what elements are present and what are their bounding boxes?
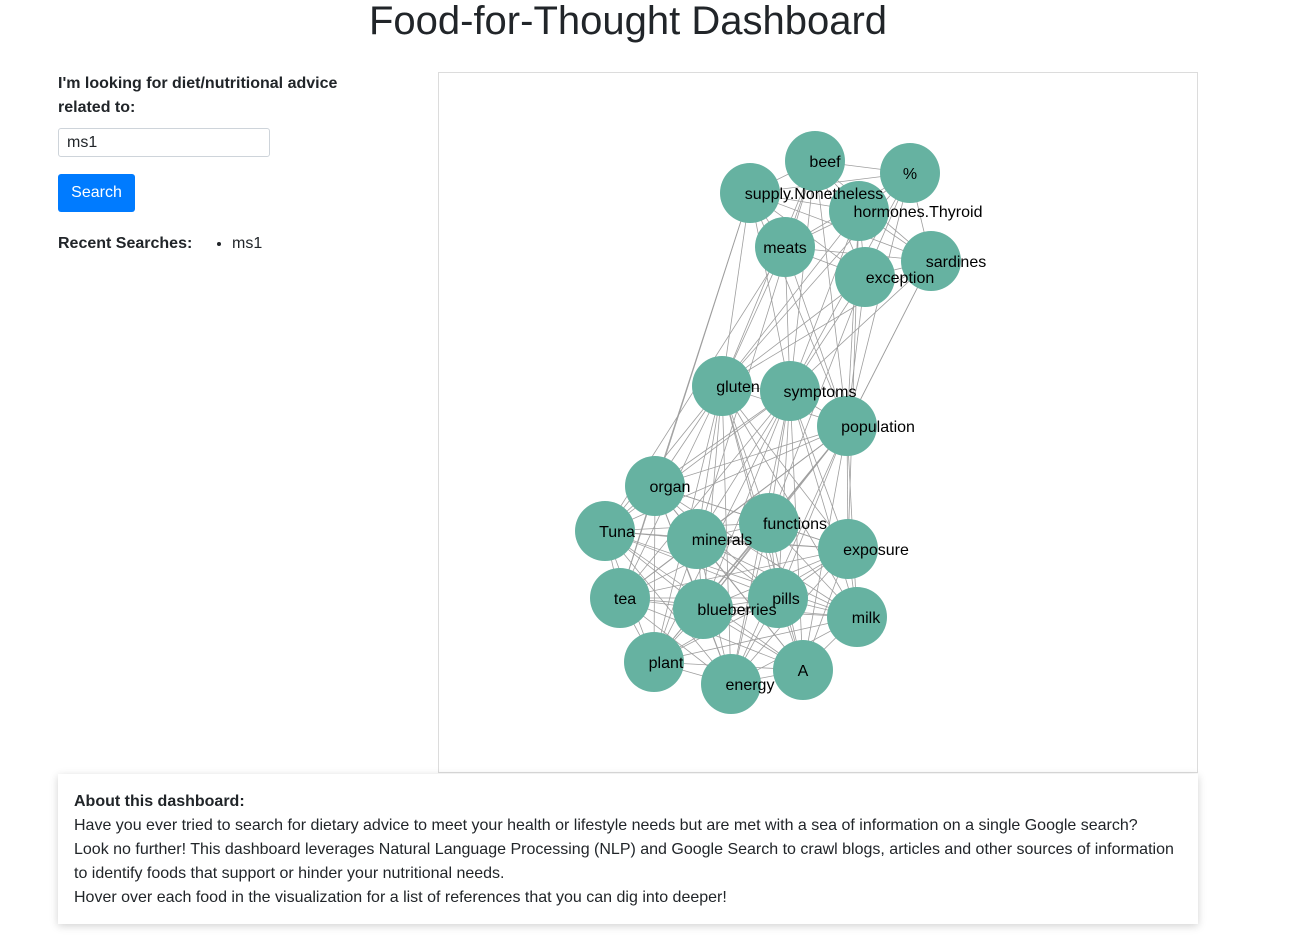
- about-line: Look no further! This dashboard leverage…: [74, 841, 1174, 882]
- graph-node-supply[interactable]: [720, 163, 780, 223]
- graph-node-blueberries[interactable]: [673, 579, 733, 639]
- graph-node-label-gluten: gluten: [716, 379, 760, 396]
- graph-node-label-pills: pills: [772, 591, 800, 608]
- graph-node-label-exposure: exposure: [843, 542, 909, 559]
- graph-edge: [789, 210, 860, 392]
- graph-edge: [654, 425, 848, 487]
- graph-node-label-percent: %: [903, 166, 917, 183]
- graph-node-label-plant: plant: [649, 655, 684, 672]
- graph-node-label-hormones: hormones.Thyroid: [854, 204, 983, 221]
- graph-node-label-tuna: Tuna: [599, 524, 635, 541]
- graph-node-tuna[interactable]: [575, 501, 635, 561]
- graph-node-milk[interactable]: [827, 587, 887, 647]
- graph-node-functions[interactable]: [739, 493, 799, 553]
- graph-node-plant[interactable]: [624, 632, 684, 692]
- graph-node-label-blueberries: blueberries: [697, 602, 776, 619]
- recent-searches: Recent Searches: ms1: [58, 232, 398, 256]
- graph-edge: [789, 160, 816, 392]
- graph-edge: [789, 390, 858, 618]
- graph-node-label-tea: tea: [614, 591, 636, 608]
- graph-edge: [721, 260, 932, 387]
- graph-edge: [777, 425, 848, 599]
- graph-node-population[interactable]: [817, 396, 877, 456]
- graph-edge: [784, 246, 848, 427]
- about-heading: About this dashboard:: [74, 793, 245, 810]
- about-line: Have you ever tried to search for dietar…: [74, 817, 1138, 834]
- graph-edge: [846, 210, 860, 427]
- graph-node-label-milk: milk: [852, 610, 881, 627]
- graph-node-label-symptoms: symptoms: [784, 384, 857, 401]
- graph-edge: [702, 390, 791, 610]
- graph-node-hormones[interactable]: [829, 181, 889, 241]
- graph-node-energy[interactable]: [701, 654, 761, 714]
- graph-node-organ[interactable]: [625, 456, 685, 516]
- search-prompt-label: I'm looking for diet/nutritional advice …: [58, 75, 338, 116]
- about-card: About this dashboard: Have you ever trie…: [58, 774, 1198, 924]
- graph-node-a[interactable]: [773, 640, 833, 700]
- graph-edge: [846, 260, 932, 427]
- graph-edge: [619, 390, 791, 599]
- graph-node-label-organ: organ: [650, 479, 691, 496]
- graph-node-label-a: A: [798, 663, 809, 680]
- graph-node-beef[interactable]: [785, 131, 845, 191]
- graph-edge: [730, 425, 848, 685]
- search-input[interactable]: [58, 128, 270, 157]
- graph-edge: [814, 160, 848, 427]
- graph-node-sardines[interactable]: [901, 231, 961, 291]
- graph-node-label-functions: functions: [763, 516, 827, 533]
- graph-node-exception[interactable]: [835, 247, 895, 307]
- graph-edge: [619, 192, 751, 599]
- about-line: Hover over each food in the visualizatio…: [74, 889, 727, 906]
- graph-edge: [721, 192, 751, 387]
- graph-edge: [721, 385, 849, 550]
- graph-node-minerals[interactable]: [667, 509, 727, 569]
- graph-edge: [604, 530, 732, 685]
- search-panel: I'm looking for diet/nutritional advice …: [58, 72, 398, 256]
- graph-node-symptoms[interactable]: [760, 361, 820, 421]
- page-title: Food-for-Thought Dashboard: [368, 0, 888, 43]
- graph-edge: [653, 616, 858, 663]
- graph-node-label-population: population: [841, 419, 915, 436]
- recent-search-item[interactable]: ms1: [232, 232, 262, 256]
- graph-node-label-supply: supply.Nonetheless: [745, 186, 883, 203]
- graph-node-label-exception: exception: [866, 270, 935, 287]
- graph-edge: [619, 548, 849, 599]
- network-graph-panel: beef% supply.Nonetheless hormones.Thyroid m…: [438, 72, 1198, 773]
- graph-edge: [619, 425, 848, 599]
- graph-edge: [654, 485, 858, 618]
- search-button[interactable]: Search: [58, 174, 135, 212]
- graph-node-label-energy: energy: [726, 677, 775, 694]
- graph-node-exposure[interactable]: [818, 519, 878, 579]
- graph-edge: [777, 390, 791, 599]
- recent-searches-label: Recent Searches:: [58, 235, 193, 252]
- graph-edge: [702, 385, 723, 610]
- graph-node-label-beef: beef: [809, 154, 841, 171]
- recent-searches-list: ms1: [218, 232, 262, 256]
- graph-node-label-minerals: minerals: [692, 532, 752, 549]
- graph-edge: [789, 260, 932, 392]
- graph-node-tea[interactable]: [590, 568, 650, 628]
- graph-edge: [619, 597, 858, 618]
- graph-edge: [749, 192, 791, 392]
- graph-node-meats[interactable]: [755, 217, 815, 277]
- graph-node-gluten[interactable]: [692, 356, 752, 416]
- graph-edge: [721, 210, 860, 387]
- graph-node-percent[interactable]: [880, 143, 940, 203]
- graph-node-label-meats: meats: [763, 240, 807, 257]
- graph-node-label-sardines: sardines: [926, 254, 986, 271]
- graph-node-pills[interactable]: [748, 568, 808, 628]
